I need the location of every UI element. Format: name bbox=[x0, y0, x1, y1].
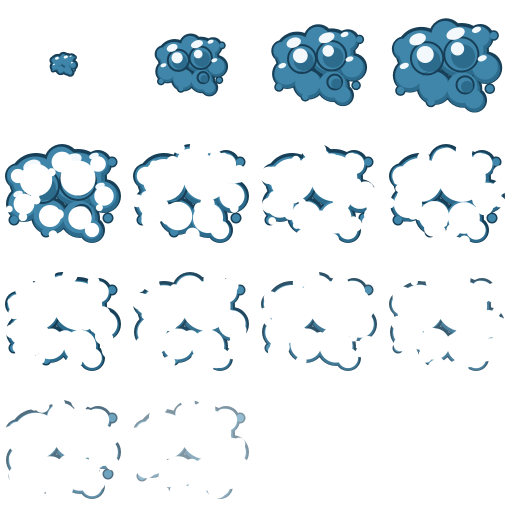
smoke-frame-9 bbox=[5, 272, 121, 371]
smoke-frame-6 bbox=[133, 144, 249, 243]
smoke-frame-8 bbox=[389, 144, 505, 243]
smoke-frame-1 bbox=[49, 51, 79, 77]
smoke-frame-10 bbox=[133, 272, 249, 371]
smoke-frame-11 bbox=[261, 272, 377, 371]
smoke-frame-5 bbox=[5, 144, 121, 243]
smoke-frame-3 bbox=[271, 24, 368, 107]
smoke-frame-4 bbox=[391, 18, 503, 113]
smoke-frame-12 bbox=[389, 272, 505, 371]
smoke-frame-14 bbox=[133, 400, 249, 499]
smoke-frame-13 bbox=[5, 400, 121, 499]
smoke-frame-7 bbox=[261, 144, 377, 243]
smoke-frame-2 bbox=[154, 33, 229, 97]
